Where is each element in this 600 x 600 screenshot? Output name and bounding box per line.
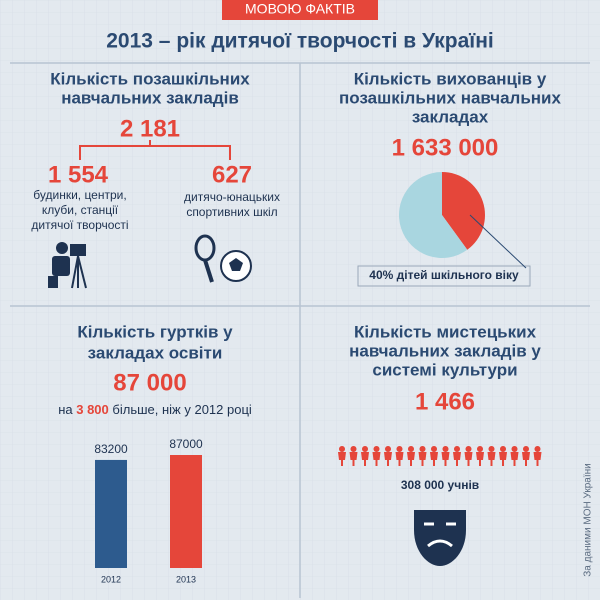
note-suffix: більше, ніж у 2012 році xyxy=(112,402,252,417)
item-value: 627 xyxy=(212,161,252,188)
caption: 308 000 учнів xyxy=(401,478,479,492)
person-icon xyxy=(361,446,369,466)
tag: МОВОЮ ФАКТІВ xyxy=(245,1,355,17)
bar-label: 83200 xyxy=(94,442,128,456)
mask-icon xyxy=(414,510,466,566)
person-icon xyxy=(407,446,415,466)
note-prefix: на xyxy=(58,402,73,417)
person-icon xyxy=(522,446,530,466)
person-icon xyxy=(384,446,392,466)
pie-slice xyxy=(399,172,468,258)
sport-icon xyxy=(194,234,252,283)
person-icon xyxy=(441,446,450,466)
person-icon xyxy=(453,446,461,466)
panel-title: Кількість мистецьких xyxy=(354,322,537,341)
total: 2 181 xyxy=(120,115,180,142)
item-desc: будинки, центри, xyxy=(33,188,126,202)
total: 87 000 xyxy=(113,369,186,396)
person-icon xyxy=(533,446,542,466)
total: 1 466 xyxy=(415,388,475,415)
person-icon xyxy=(349,446,358,466)
note-highlight: 3 800 xyxy=(76,402,109,417)
person-icon xyxy=(499,446,507,466)
person-icon xyxy=(487,446,496,466)
item-desc: клуби, станції xyxy=(42,203,119,217)
person-icon xyxy=(430,446,438,466)
camera-icon xyxy=(48,242,87,289)
item-value: 1 554 xyxy=(48,161,109,188)
bracket xyxy=(79,140,231,160)
panel-title: навчальних закладів у xyxy=(349,341,541,360)
item-desc: спортивних шкіл xyxy=(186,205,277,219)
panel-title: навчальних закладів xyxy=(61,88,239,107)
item-desc: дитячої творчості xyxy=(31,218,128,232)
pie-annotation: 40% дітей шкільного віку xyxy=(369,268,519,282)
person-icon xyxy=(418,446,427,466)
tag-box xyxy=(222,0,378,20)
bar xyxy=(170,455,202,568)
person-icon xyxy=(395,446,404,466)
total: 1 633 000 xyxy=(392,134,499,161)
source: За даними МОН України xyxy=(583,463,594,577)
annotation-line xyxy=(469,214,527,269)
pie-slice xyxy=(442,171,486,250)
note: на 3 800 більше, ніж у 2012 році xyxy=(58,402,252,417)
title: 2013 – рік дитячої творчості в Україні xyxy=(106,30,494,53)
person-icon xyxy=(510,446,519,466)
pie-chart xyxy=(399,171,486,258)
person-icon xyxy=(476,446,484,466)
panel-title: Кількість вихованців у xyxy=(354,69,547,88)
person-icon xyxy=(338,446,346,466)
item-desc: дитячо-юнацьких xyxy=(184,190,280,204)
person-icon xyxy=(372,446,381,466)
x-tick-label: 2013 xyxy=(176,574,196,584)
panel-title: системі культури xyxy=(372,360,517,379)
people-row xyxy=(338,446,542,466)
panel-title: позашкільних навчальних xyxy=(339,88,561,107)
bar-chart: 83200 2012 87000 2013 xyxy=(94,437,203,584)
panel-title: закладах освіти xyxy=(88,343,223,362)
panel-title: закладах xyxy=(412,107,489,126)
person-icon xyxy=(464,446,473,466)
annotation-box xyxy=(357,265,531,287)
bar-label: 87000 xyxy=(169,437,203,451)
panel-title: Кількість позашкільних xyxy=(50,69,250,88)
bar xyxy=(95,459,127,568)
panel-title: Кількість гуртків у xyxy=(77,322,233,341)
x-tick-label: 2012 xyxy=(101,574,121,584)
